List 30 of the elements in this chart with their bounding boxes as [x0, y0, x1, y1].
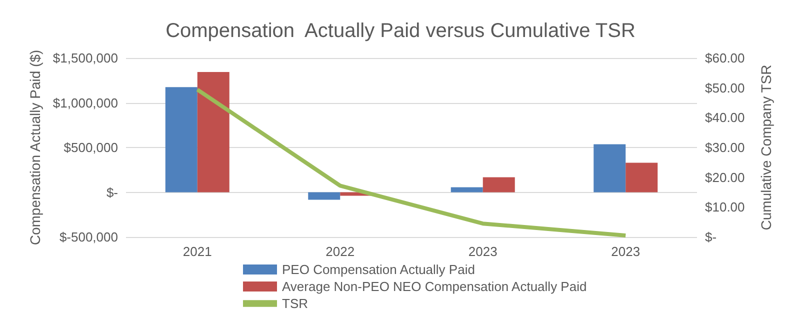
bar: [308, 192, 340, 200]
y2-tick-label: $60.00: [705, 50, 745, 66]
bar: [482, 177, 515, 192]
y-tick-label: $1,500,000: [52, 50, 118, 66]
y-axis-title: Compensation Actually Paid ($): [27, 50, 44, 246]
bar: [626, 162, 658, 192]
x-tick-label: 2023: [611, 244, 640, 259]
legend-label: PEO Compensation Actually Paid: [282, 262, 475, 277]
bar: [594, 144, 626, 192]
bar: [197, 72, 230, 192]
chart-title: Compensation Actually Paid versus Cumulative TSR: [166, 20, 636, 42]
bar: [450, 187, 483, 192]
y-tick-label: $500,000: [64, 140, 118, 155]
y2-tick-label: $40.00: [705, 110, 745, 126]
y-tick-label: $-: [106, 184, 118, 200]
legend-label: Average Non-PEO NEO Compensation Actually Paid: [282, 279, 587, 294]
x-tick-label: 2022: [326, 244, 355, 259]
bar: [165, 87, 198, 192]
y-tick-label: $-500,000: [59, 230, 118, 244]
line-series: [195, 88, 628, 238]
y2-tick-label: $10.00: [705, 200, 745, 215]
x-tick-label: 2021: [182, 244, 212, 259]
y2-tick-label: $-: [705, 230, 717, 244]
y2-tick-label: $30.00: [705, 140, 745, 155]
y2-tick-label: $50.00: [705, 80, 745, 96]
y-tick-label: $1,000,000: [52, 95, 118, 110]
y2-tick-label: $20.00: [705, 170, 745, 185]
legend-label: TSR: [282, 296, 308, 311]
x-tick-label: 2023: [468, 244, 498, 259]
y2-axis-title: Cumulative Company TSR: [758, 64, 774, 230]
